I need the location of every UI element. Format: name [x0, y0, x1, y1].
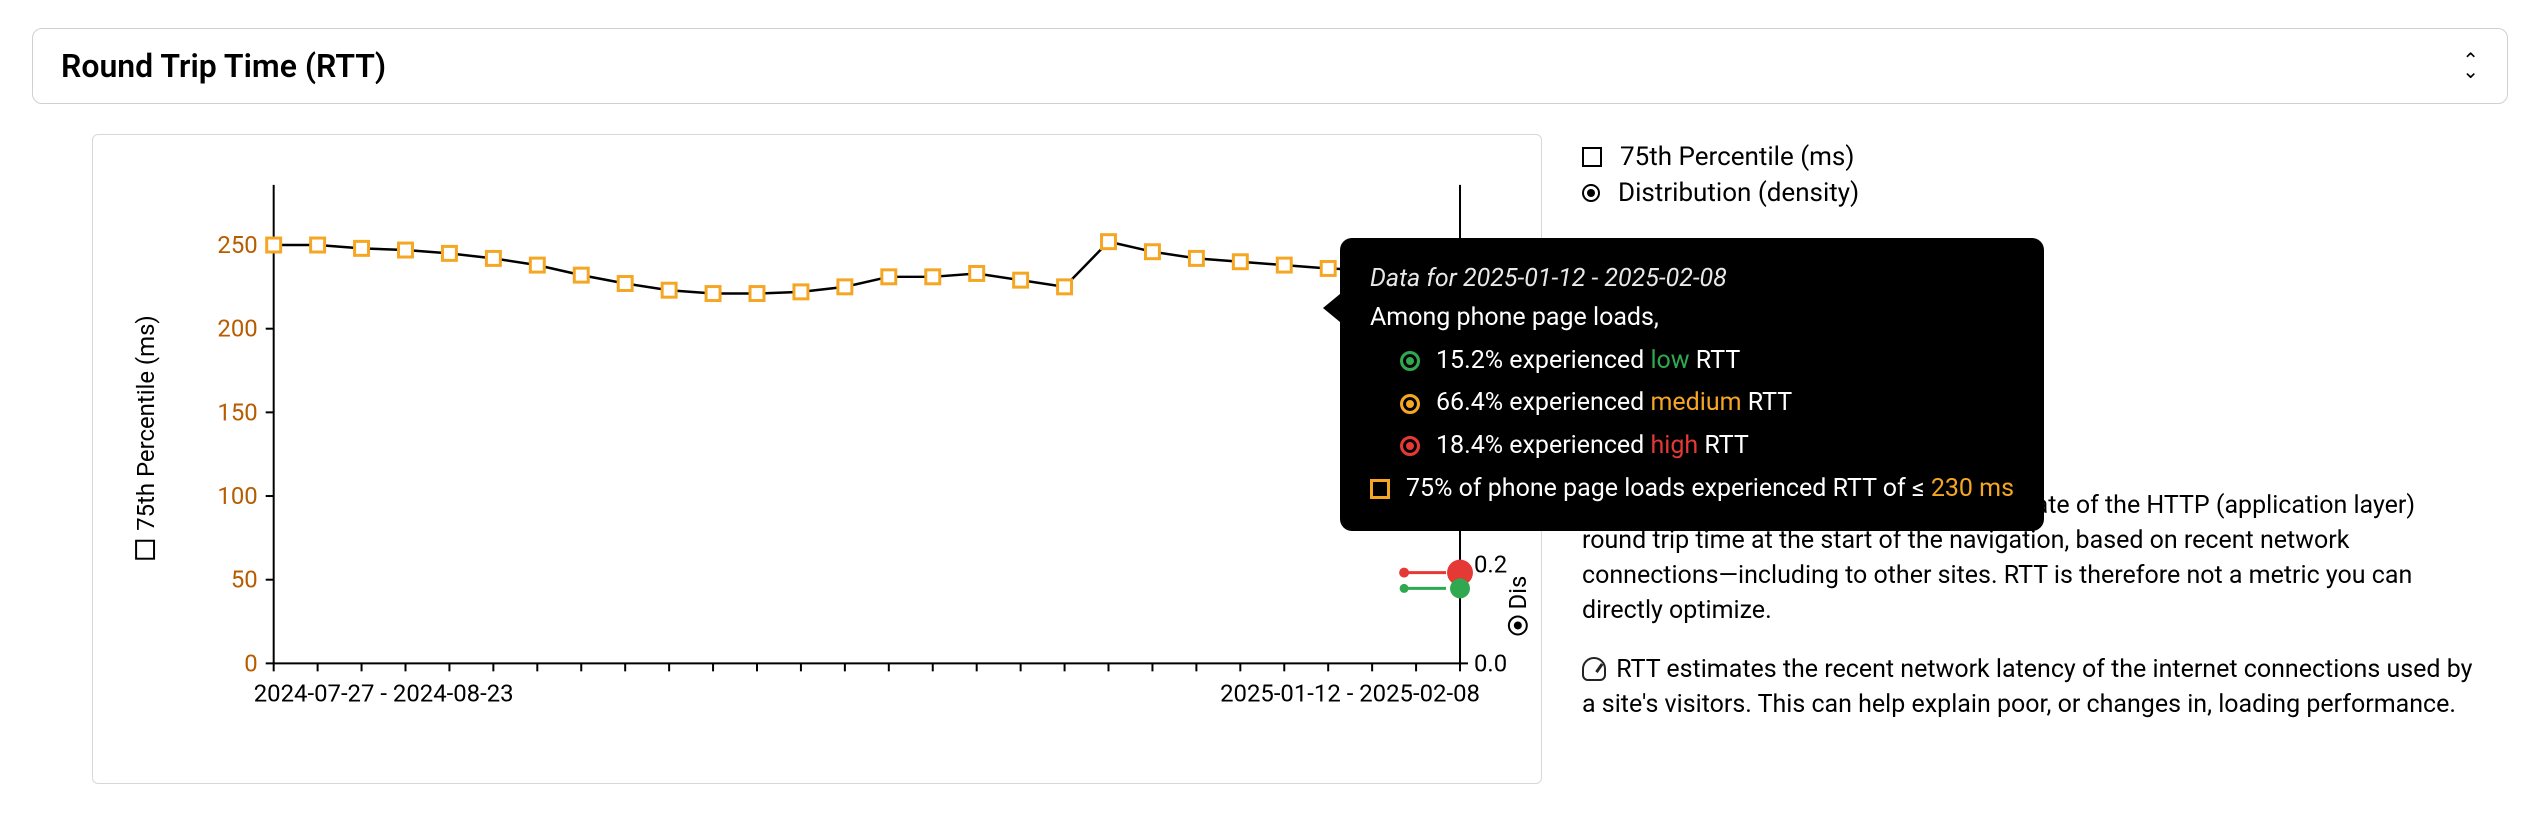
- square-marker-icon: [1582, 147, 1602, 167]
- tooltip-intro: Among phone page loads,: [1370, 299, 2014, 338]
- chevron-updown-icon: ⌃⌄: [2462, 55, 2479, 77]
- svg-text:150: 150: [217, 398, 257, 426]
- legend-p75[interactable]: 75th Percentile (ms): [1582, 142, 2508, 172]
- metric-dropdown-label: Round Trip Time (RTT): [61, 47, 386, 85]
- svg-text:100: 100: [217, 482, 257, 510]
- tooltip-square-icon: [1370, 479, 1390, 499]
- tooltip-row-text: 66.4% experienced medium RTT: [1436, 384, 1792, 423]
- chart-tooltip: Data for 2025-01-12 - 2025-02-08 Among p…: [1340, 238, 2044, 531]
- svg-text:50: 50: [231, 566, 258, 594]
- tooltip-summary-text: 75% of phone page loads experienced RTT …: [1406, 470, 2014, 509]
- tooltip-summary: 75% of phone page loads experienced RTT …: [1370, 470, 2014, 509]
- svg-text:0.2: 0.2: [1474, 551, 1507, 579]
- legend-p75-label: 75th Percentile (ms): [1620, 142, 1854, 172]
- tooltip-dot-icon: [1400, 394, 1420, 414]
- rtt-chart[interactable]: 0 50 100 150 200 250 0.0 0.2 2024-07-27 - 2024-0…: [92, 134, 1542, 784]
- tooltip-row-text: 18.4% experienced high RTT: [1436, 427, 1749, 466]
- tooltip-row: 15.2% experienced low RTT: [1370, 342, 2014, 381]
- svg-text:0.0: 0.0: [1474, 649, 1507, 677]
- tooltip-dot-icon: [1400, 436, 1420, 456]
- description-p2: RTT estimates the recent network latency…: [1582, 652, 2482, 722]
- tooltip-dot-icon: [1400, 351, 1420, 371]
- svg-text:75th Percentile (ms): 75th Percentile (ms): [132, 315, 160, 531]
- legend-dist[interactable]: Distribution (density): [1582, 178, 2508, 208]
- tooltip-row: 18.4% experienced high RTT: [1370, 427, 2014, 466]
- svg-text:0: 0: [244, 649, 257, 677]
- chart-svg: 0 50 100 150 200 250 0.0 0.2 2024-07-27 - 2024-0…: [93, 135, 1541, 783]
- tooltip-row-text: 15.2% experienced low RTT: [1436, 342, 1740, 381]
- tooltip-row: 66.4% experienced medium RTT: [1370, 384, 2014, 423]
- svg-text:Dis: Dis: [1504, 576, 1532, 610]
- description-p2-text: RTT estimates the recent network latency…: [1582, 655, 2472, 719]
- svg-text:2025-01-12 - 2025-02-08: 2025-01-12 - 2025-02-08: [1220, 679, 1480, 707]
- svg-text:2024-07-27 - 2024-08-23: 2024-07-27 - 2024-08-23: [254, 679, 514, 707]
- tooltip-period: Data for 2025-01-12 - 2025-02-08: [1370, 260, 2014, 299]
- legend-dist-label: Distribution (density): [1618, 178, 1859, 208]
- circle-marker-icon: [1582, 184, 1600, 202]
- svg-text:200: 200: [217, 315, 257, 343]
- metric-dropdown[interactable]: Round Trip Time (RTT) ⌃⌄: [32, 28, 2508, 104]
- svg-text:250: 250: [217, 231, 257, 259]
- speed-icon: [1582, 657, 1606, 681]
